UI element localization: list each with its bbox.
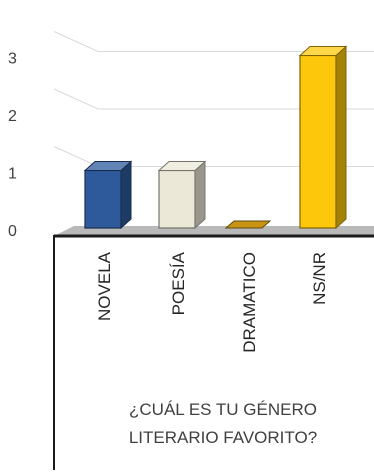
category-axis-title-line: LITERARIO FAVORITO? [129, 428, 317, 447]
category-label: POESÍA [169, 251, 188, 315]
bars [83, 45, 348, 230]
category-label: DRAMATICO [240, 252, 259, 353]
category-labels: NOVELA POESÍA DRAMATICO NS/NR [95, 251, 329, 352]
gridline [53, 31, 374, 52]
bar-novela [83, 160, 133, 230]
category-label: NOVELA [95, 251, 114, 321]
chart-floor [54, 226, 374, 236]
y-tick-label: 3 [8, 51, 17, 68]
y-axis: 0 1 2 3 [8, 51, 17, 241]
category-axis-title: ¿CUÁL ES TU GÉNERO LITERARIO FAVORITO? [129, 400, 317, 447]
category-table [53, 234, 374, 475]
y-tick-label: 2 [8, 108, 17, 125]
category-axis-title-line: ¿CUÁL ES TU GÉNERO [129, 400, 317, 419]
bar-ns-nr [298, 45, 348, 230]
y-tick-label: 1 [8, 166, 17, 183]
y-tick-label: 0 [8, 223, 17, 240]
category-label: NS/NR [310, 252, 329, 305]
category-table-box [53, 235, 374, 475]
gridline [53, 88, 374, 110]
bar-poes-a [157, 160, 207, 230]
bar-dramatico [224, 220, 272, 229]
